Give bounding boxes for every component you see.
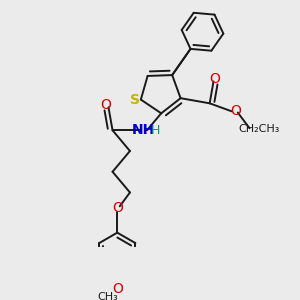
Text: CH₂CH₃: CH₂CH₃ [239,124,280,134]
Text: O: O [112,201,123,214]
Text: O: O [209,72,220,86]
Text: O: O [230,104,241,118]
Text: O: O [112,282,123,296]
Text: NH: NH [132,123,155,137]
Text: O: O [100,98,112,112]
Text: S: S [130,93,140,106]
Text: H: H [151,124,160,137]
Text: CH₃: CH₃ [97,292,118,300]
